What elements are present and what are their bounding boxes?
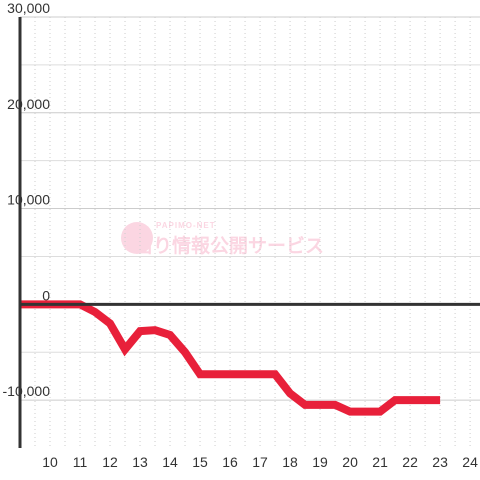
x-tick-label: 21 (372, 454, 388, 470)
y-tick-label: 30,000 (7, 0, 50, 16)
x-tick-label: 11 (73, 454, 88, 470)
x-tick-label: 20 (342, 454, 358, 470)
x-tick-label: 16 (222, 454, 238, 470)
x-tick-label: 23 (432, 454, 448, 470)
line-series (20, 300, 441, 416)
y-tick-label: 10,000 (7, 192, 50, 208)
watermark-logo (121, 222, 153, 254)
watermark-text: 当り情報公開サービス (134, 234, 324, 257)
watermark-brand: PAPIMO-NET (156, 221, 216, 230)
y-tick-label: 20,000 (7, 96, 50, 112)
watermark: PAPIMO-NET 当り情報公開サービス (121, 221, 324, 257)
x-tick-label: 24 (462, 454, 478, 470)
x-tick-label: 15 (192, 454, 208, 470)
y-tick-label: 0 (42, 287, 50, 303)
x-tick-label: 13 (132, 454, 148, 470)
x-tick-label: 14 (162, 454, 178, 470)
x-tick-label: 18 (282, 454, 298, 470)
x-tick-label: 17 (252, 454, 268, 470)
y-tick-label: -10,000 (3, 383, 51, 399)
x-tick-label: 10 (42, 454, 58, 470)
x-tick-label: 22 (402, 454, 418, 470)
x-tick-label: 19 (312, 454, 328, 470)
x-tick-label: 12 (102, 454, 118, 470)
